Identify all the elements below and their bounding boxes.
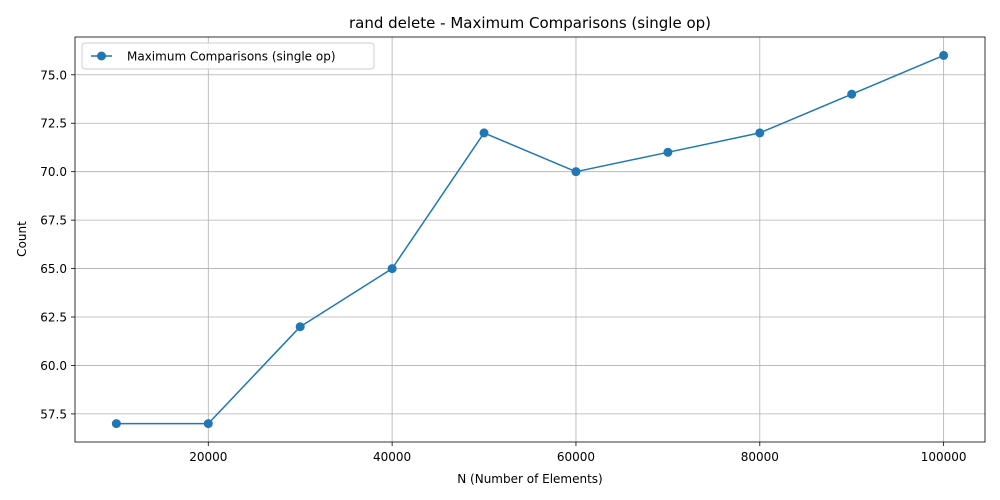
data-point: [571, 167, 581, 177]
y-axis-ticks: 57.5 60.0 62.5 65.0 67.5 70.0 72.5 75.0: [40, 68, 75, 421]
series-line: [116, 54, 944, 425]
data-point: [387, 264, 397, 274]
grid: [75, 37, 985, 442]
y-tick-label: 57.5: [40, 407, 67, 421]
y-tick-label: 72.5: [40, 117, 67, 131]
y-axis-label: Count: [15, 221, 29, 257]
plot-frame: [74, 36, 986, 443]
legend: Maximum Comparisons (single op): [81, 42, 375, 70]
x-axis-label: N (Number of Elements): [457, 472, 603, 486]
x-tick-label: 20000: [189, 450, 227, 464]
axes-frame: [74, 36, 986, 443]
legend-entry-label: Maximum Comparisons (single op): [127, 50, 336, 64]
x-axis-ticks: 20000 40000 60000 80000 100000: [189, 442, 967, 464]
x-tick-label: 100000: [921, 450, 967, 464]
x-tick-label: 60000: [557, 450, 595, 464]
series-layer: [111, 50, 949, 429]
y-tick-label: 67.5: [40, 214, 67, 228]
y-tick-label: 75.0: [40, 68, 67, 82]
data-point: [755, 128, 765, 138]
data-point: [295, 322, 305, 332]
y-tick-label: 62.5: [40, 311, 67, 325]
x-tick-label: 40000: [373, 450, 411, 464]
y-tick-label: 60.0: [40, 359, 67, 373]
data-point: [111, 419, 121, 429]
y-tick-label: 65.0: [40, 262, 67, 276]
legend-box: [81, 42, 375, 70]
data-point: [939, 50, 949, 60]
data-point: [203, 419, 213, 429]
y-tick-label: 70.0: [40, 165, 67, 179]
data-point: [663, 147, 673, 157]
legend-marker-sample: [97, 51, 106, 61]
data-point: [479, 128, 489, 138]
data-point: [847, 89, 857, 99]
chart-title: rand delete - Maximum Comparisons (singl…: [349, 14, 711, 32]
x-tick-label: 80000: [741, 450, 779, 464]
